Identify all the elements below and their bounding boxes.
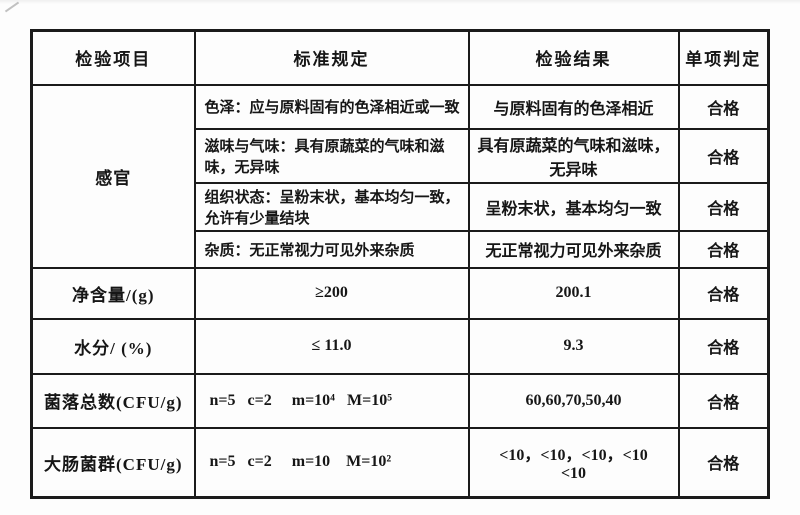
table-row-sensory-texture: 组织状态：呈粉末状，基本均匀一致，允许有少量结块 呈粉末状，基本均匀一致 合格 xyxy=(32,181,770,232)
cell-standard-texture: 组织状态：呈粉末状，基本均匀一致，允许有少量结块 xyxy=(193,181,470,232)
table-row-sensory-impurity: 杂质：无正常视力可见外来杂质 无正常视力可见外来杂质 合格 xyxy=(32,229,770,269)
cell-judgment-color: 合格 xyxy=(677,83,770,130)
cell-item-total-plate-count: 菌落总数(CFU/g) xyxy=(30,372,196,429)
cell-result-taste-odor: 具有原蔬菜的气味和滋味， 无异味 xyxy=(467,127,680,184)
column-header-inspection-item: 检验项目 xyxy=(30,29,196,86)
table-row-total-plate-count: 菌落总数(CFU/g) n=5 c=2 m=10⁴ M=10⁵ 60,60,70… xyxy=(30,372,770,429)
cell-result-moisture: 9.3 xyxy=(467,317,680,375)
cell-judgment-impurity: 合格 xyxy=(677,229,770,269)
cell-result-color: 与原料固有的色泽相近 xyxy=(467,83,680,130)
cell-judgment-coliform: 合格 xyxy=(677,426,770,499)
column-header-result: 检验结果 xyxy=(467,29,680,86)
table-row-coliform: 大肠菌群(CFU/g) n=5 c=2 m=10 M=10² <10，<10，<… xyxy=(30,426,770,499)
cell-standard-moisture: ≤ 11.0 xyxy=(193,317,470,375)
cell-standard-coliform: n=5 c=2 m=10 M=10² xyxy=(193,426,470,499)
cell-judgment-taste-odor: 合格 xyxy=(677,127,770,184)
cell-item-coliform: 大肠菌群(CFU/g) xyxy=(30,426,196,499)
scan-artifact xyxy=(4,1,20,13)
column-header-standard: 标准规定 xyxy=(193,29,470,86)
cell-result-net-content: 200.1 xyxy=(467,266,680,320)
cell-judgment-texture: 合格 xyxy=(677,181,770,232)
column-header-judgment: 单项判定 xyxy=(677,29,770,86)
cell-judgment-net-content: 合格 xyxy=(677,266,770,320)
cell-standard-taste-odor: 滋味与气味：具有原蔬菜的气味和滋味，无异味 xyxy=(193,127,470,184)
cell-result-impurity: 无正常视力可见外来杂质 xyxy=(467,229,680,269)
cell-standard-total-plate-count: n=5 c=2 m=10⁴ M=10⁵ xyxy=(193,372,470,429)
cell-result-coliform: <10，<10，<10，<10 <10 xyxy=(467,426,680,499)
cell-standard-color: 色泽：应与原料固有的色泽相近或一致 xyxy=(193,83,470,130)
table-row-net-content: 净含量/(g) ≥200 200.1 合格 xyxy=(30,266,770,320)
cell-judgment-total-plate-count: 合格 xyxy=(677,372,770,429)
table-header-row: 检验项目 标准规定 检验结果 单项判定 xyxy=(30,29,770,86)
cell-item-moisture: 水分/ (%) xyxy=(30,317,196,375)
cell-item-sensory: 感官 xyxy=(30,83,196,269)
inspection-table: 检验项目 标准规定 检验结果 单项判定 感官 色泽：应与原料固有的色泽相近或一致… xyxy=(30,29,770,499)
cell-judgment-moisture: 合格 xyxy=(677,317,770,375)
cell-standard-net-content: ≥200 xyxy=(193,266,470,320)
cell-item-net-content: 净含量/(g) xyxy=(30,266,196,320)
table-row-moisture: 水分/ (%) ≤ 11.0 9.3 合格 xyxy=(30,317,770,375)
table-row-sensory-color: 感官 色泽：应与原料固有的色泽相近或一致 与原料固有的色泽相近 合格 xyxy=(30,83,770,269)
cell-result-total-plate-count: 60,60,70,50,40 xyxy=(467,372,680,429)
table-row-sensory-taste-odor: 滋味与气味：具有原蔬菜的气味和滋味，无异味 具有原蔬菜的气味和滋味， 无异味 合… xyxy=(32,127,770,184)
cell-result-texture: 呈粉末状，基本均匀一致 xyxy=(467,181,680,232)
cell-standard-impurity: 杂质：无正常视力可见外来杂质 xyxy=(193,229,470,269)
